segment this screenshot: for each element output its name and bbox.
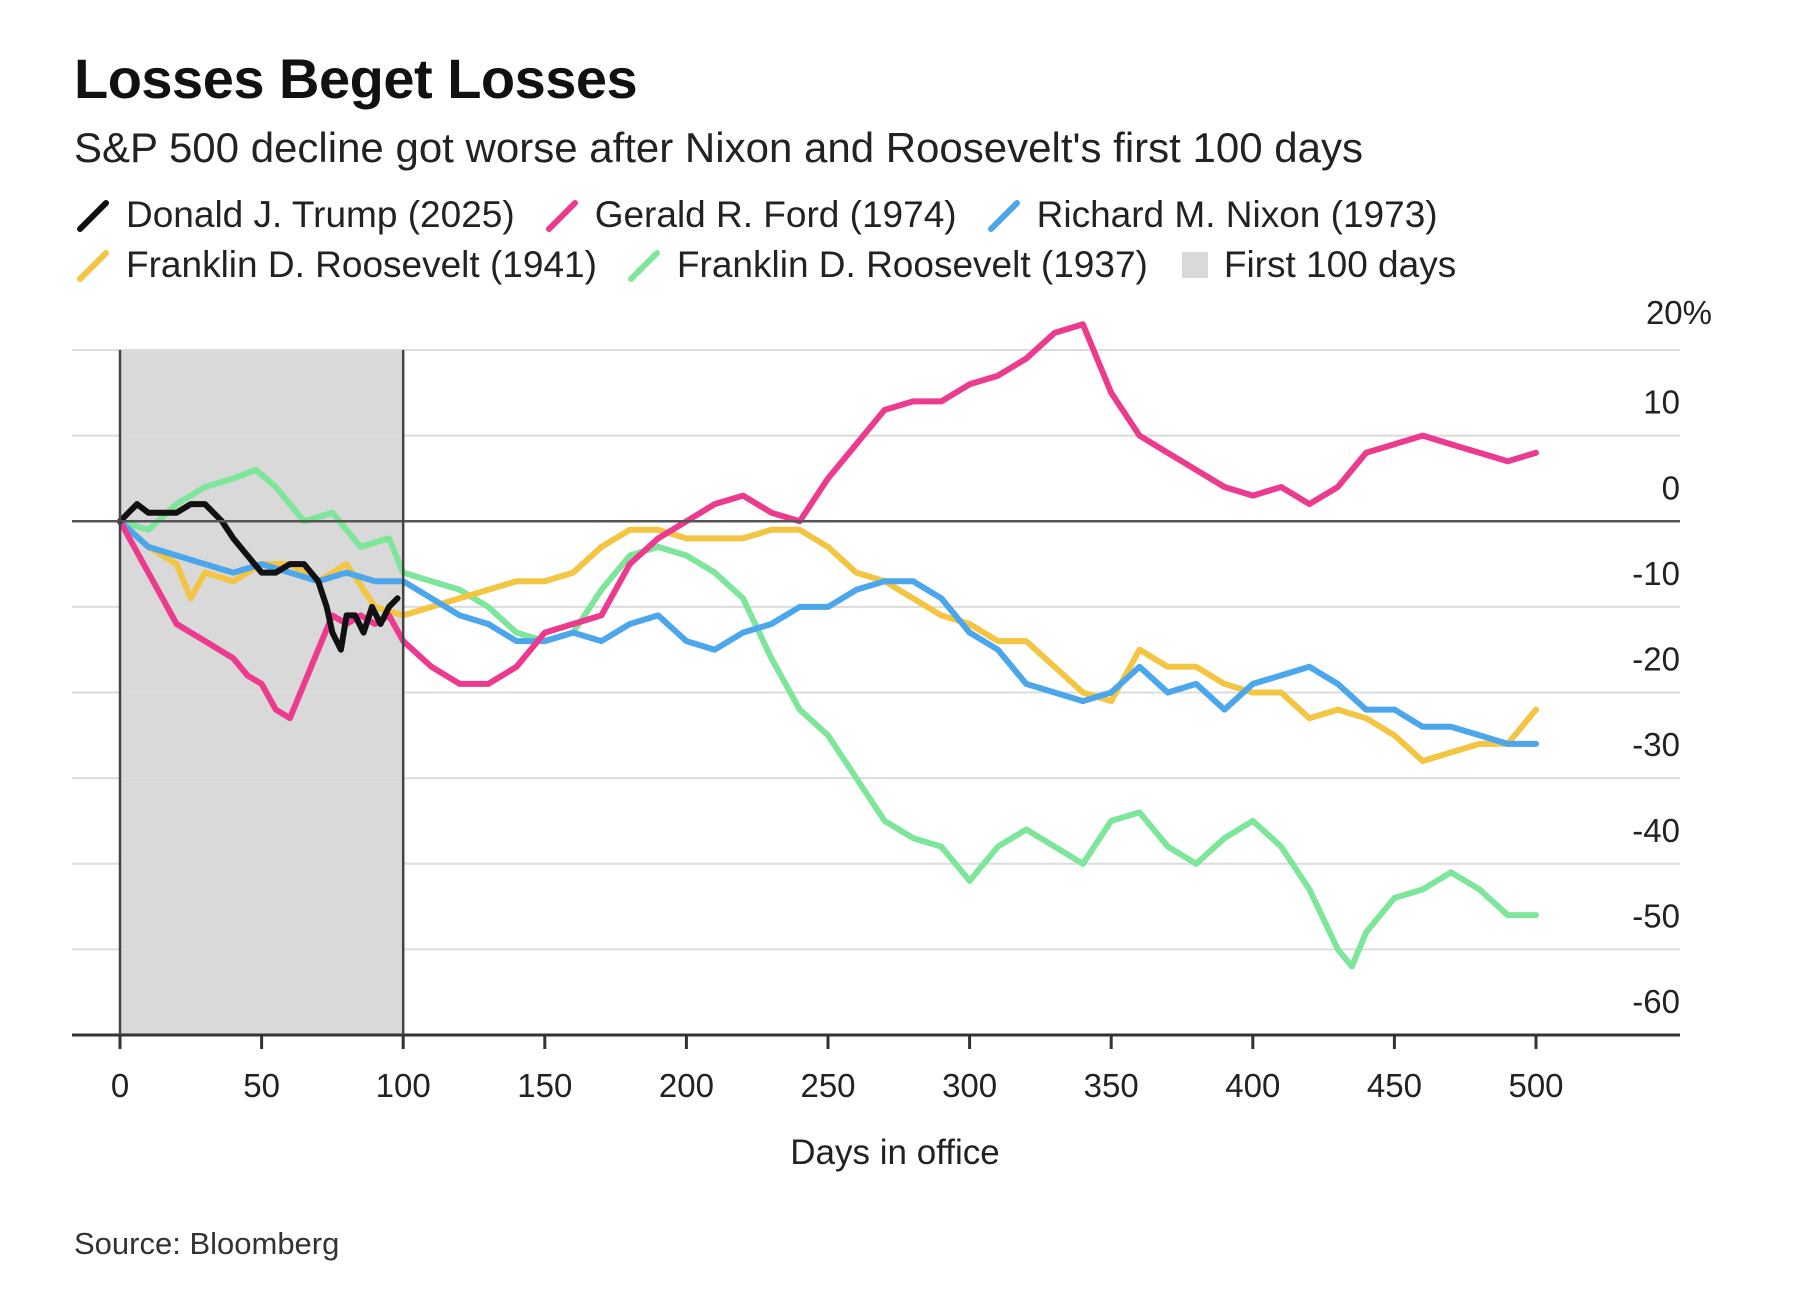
x-tick-label: 400 — [1225, 1067, 1280, 1104]
x-axis-title: Days in office — [790, 1133, 999, 1172]
legend-box-icon — [1181, 252, 1208, 278]
chart-title: Losses Beget Losses — [74, 47, 638, 110]
legend-item-roosevelt-1941: Franklin D. Roosevelt (1941) — [74, 244, 597, 286]
y-tick-label: -20 — [1632, 641, 1680, 678]
series-line-richard-m-nixon-1973 — [117, 518, 1539, 747]
axes-group — [72, 350, 1680, 1049]
legend-item-nixon: Richard M. Nixon (1973) — [985, 194, 1438, 236]
legend-line-icon — [77, 200, 109, 232]
legend-label: First 100 days — [1223, 244, 1457, 285]
y-tick-label: -10 — [1632, 555, 1680, 592]
legend-item-roosevelt-1937: Franklin D. Roosevelt (1937) — [625, 244, 1148, 286]
x-tick-label: 450 — [1367, 1067, 1422, 1104]
x-tick-label: 0 — [111, 1067, 129, 1104]
x-tick-label: 150 — [517, 1067, 572, 1104]
y-tick-label: 10 — [1643, 384, 1680, 421]
tick-labels-group: 0 50 100 150 200 250 300 350 400 450 50020%100-10-… — [111, 294, 1712, 1104]
legend-label: Franklin D. Roosevelt (1937) — [676, 244, 1148, 285]
legend-row: Franklin D. Roosevelt (1941) Franklin D.… — [74, 240, 1574, 290]
legend-item-trump: Donald J. Trump (2025) — [74, 194, 515, 236]
chart-subtitle: S&P 500 decline got worse after Nixon an… — [74, 124, 1363, 171]
x-tick-label: 250 — [800, 1067, 855, 1104]
legend-line-icon — [627, 250, 660, 282]
legend-line-icon — [77, 250, 109, 282]
x-tick-label: 200 — [659, 1067, 714, 1104]
series-line-donald-j-trump-2025 — [117, 501, 401, 653]
y-tick-label: -40 — [1632, 812, 1680, 849]
series-line-franklin-d-roosevelt-1937 — [117, 466, 1539, 970]
legend-label: Gerald R. Ford (1974) — [594, 194, 957, 235]
y-tick-label: 20% — [1646, 294, 1712, 331]
y-tick-label: -60 — [1632, 983, 1680, 1020]
y-tick-label: 0 — [1662, 469, 1680, 506]
x-tick-label: 50 — [243, 1067, 280, 1104]
legend-line-icon — [987, 200, 1020, 232]
x-tick-label: 100 — [376, 1067, 431, 1104]
source-note: Source: Bloomberg — [74, 1226, 340, 1261]
legend-item-first-100-days: First 100 days — [1176, 244, 1456, 286]
y-tick-label: -50 — [1632, 897, 1680, 934]
gridlines-group — [72, 349, 1680, 1036]
y-tick-label: -30 — [1632, 726, 1680, 763]
legend-item-ford: Gerald R. Ford (1974) — [543, 194, 957, 236]
x-tick-label: 350 — [1084, 1067, 1139, 1104]
legend-label: Franklin D. Roosevelt (1941) — [126, 244, 597, 285]
legend-line-icon — [545, 200, 578, 232]
legend: Donald J. Trump (2025) Gerald R. Ford (1… — [74, 190, 1574, 290]
x-tick-label: 500 — [1508, 1067, 1563, 1104]
x-tick-label: 300 — [942, 1067, 997, 1104]
legend-label: Richard M. Nixon (1973) — [1036, 194, 1438, 235]
series-line-franklin-d-roosevelt-1941 — [117, 518, 1539, 764]
legend-label: Donald J. Trump (2025) — [126, 194, 515, 235]
legend-row: Donald J. Trump (2025) Gerald R. Ford (1… — [74, 190, 1574, 240]
